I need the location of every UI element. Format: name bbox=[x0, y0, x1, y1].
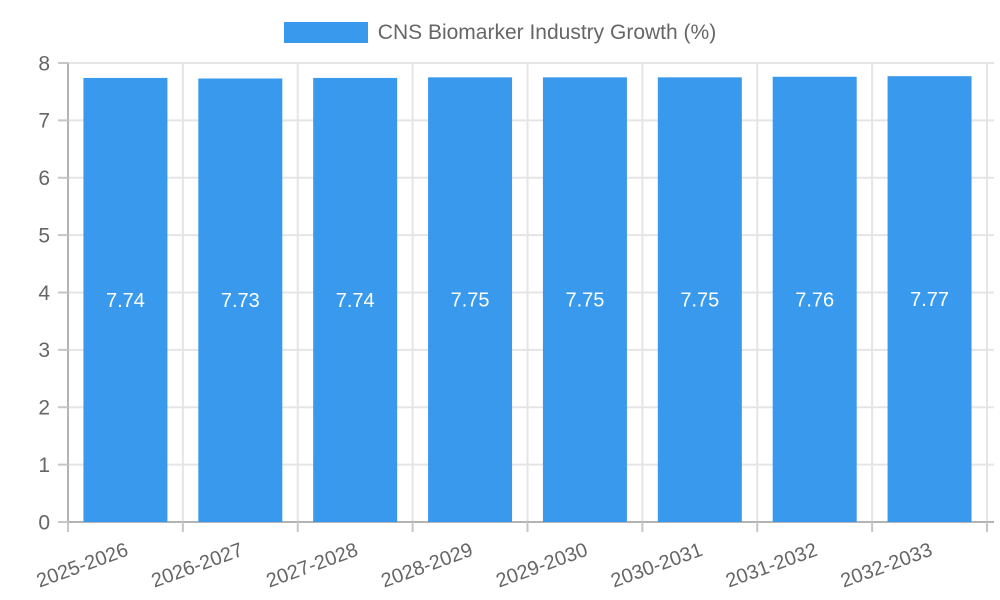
bar-value-label: 7.77 bbox=[910, 289, 949, 311]
y-axis-tick-label: 7 bbox=[38, 110, 50, 133]
chart-legend[interactable]: CNS Biomarker Industry Growth (%) bbox=[0, 21, 1000, 44]
y-axis-tick-label: 3 bbox=[38, 339, 50, 362]
bar-value-label: 7.73 bbox=[221, 290, 260, 312]
y-axis-tick-label: 5 bbox=[38, 224, 50, 247]
x-axis-tick-label: 2029-2030 bbox=[493, 539, 590, 592]
bar bbox=[83, 77, 168, 522]
bar bbox=[657, 77, 742, 522]
x-axis-tick-label: 2026-2027 bbox=[149, 539, 246, 592]
y-axis-tick-label: 2 bbox=[38, 397, 50, 420]
legend-swatch bbox=[283, 22, 368, 44]
y-axis-tick-label: 8 bbox=[38, 52, 50, 75]
y-axis-tick-label: 1 bbox=[38, 454, 50, 477]
bar-value-label: 7.76 bbox=[795, 289, 834, 311]
legend-label: CNS Biomarker Industry Growth (%) bbox=[377, 21, 717, 44]
y-axis-tick-label: 6 bbox=[38, 167, 50, 190]
x-axis-tick-label: 2030-2031 bbox=[608, 539, 705, 592]
x-axis-tick-label: 2025-2026 bbox=[34, 539, 131, 592]
bar bbox=[428, 77, 513, 522]
y-axis-tick-label: 4 bbox=[38, 282, 50, 305]
x-axis-tick-label: 2032-2033 bbox=[838, 539, 935, 592]
x-axis-tick-label: 2031-2032 bbox=[723, 539, 820, 592]
x-axis-tick-label: 2028-2029 bbox=[378, 539, 475, 592]
bar bbox=[542, 77, 627, 522]
bar-value-label: 7.75 bbox=[565, 290, 604, 312]
y-axis-tick-label: 0 bbox=[38, 511, 50, 534]
bar bbox=[313, 77, 398, 522]
bar-value-label: 7.74 bbox=[336, 290, 375, 312]
bar bbox=[772, 76, 857, 523]
bar bbox=[887, 76, 972, 522]
bar bbox=[198, 78, 283, 523]
bar-value-label: 7.75 bbox=[451, 290, 490, 312]
bar-value-label: 7.74 bbox=[106, 290, 145, 312]
bar-value-label: 7.75 bbox=[680, 290, 719, 312]
x-axis-tick-label: 2027-2028 bbox=[263, 539, 360, 592]
